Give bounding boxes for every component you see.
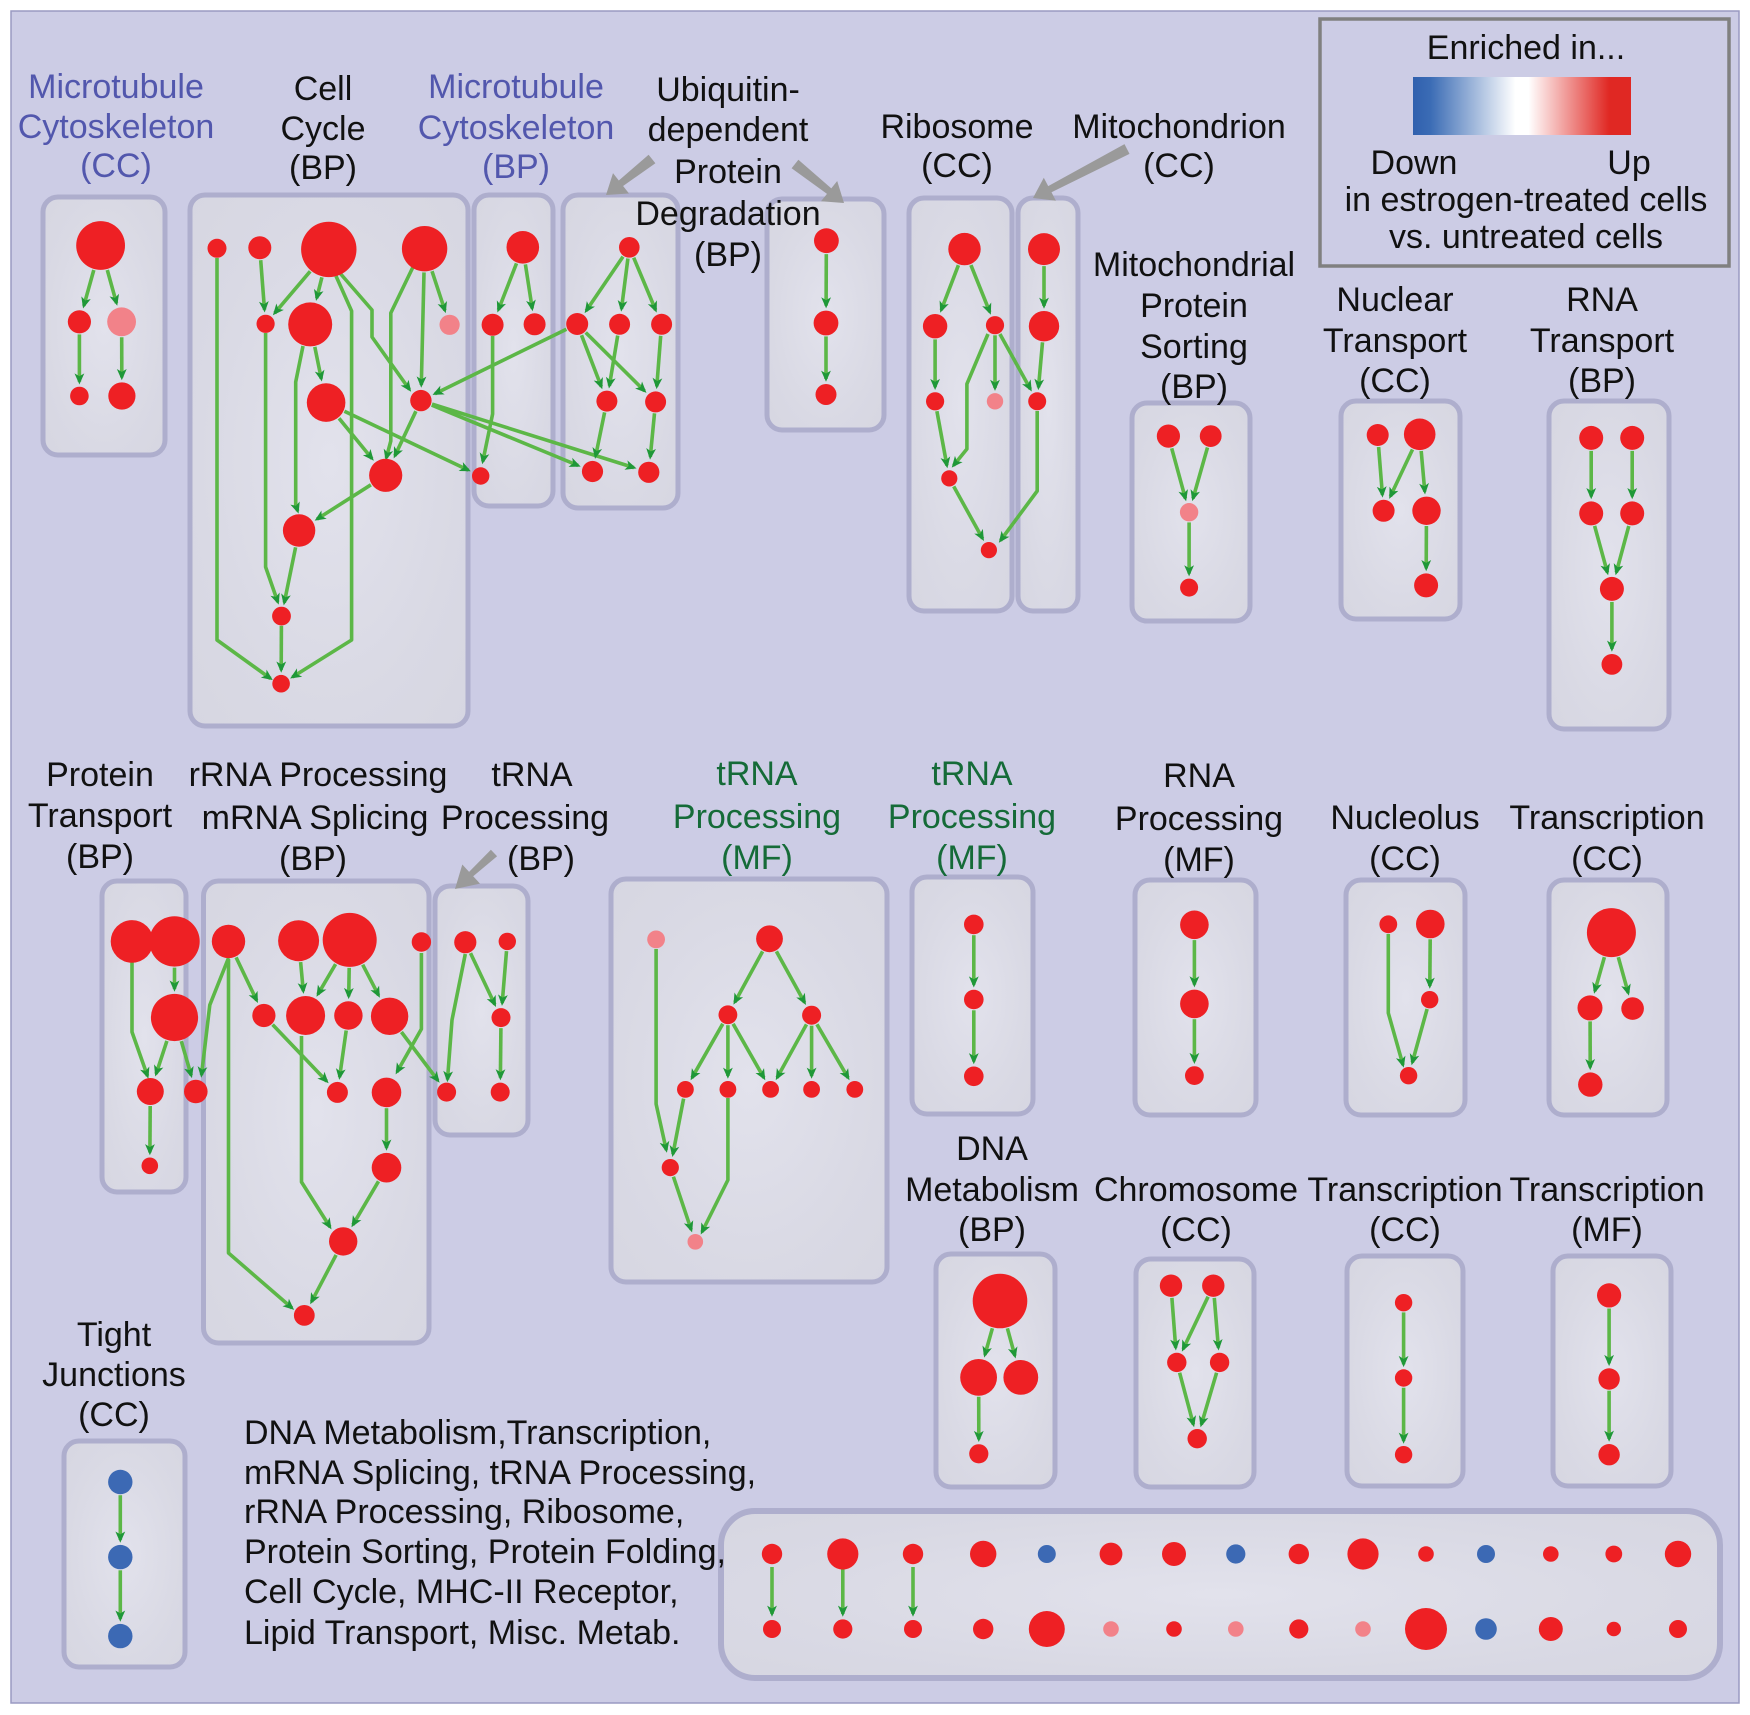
svg-text:Cytoskeleton: Cytoskeleton (18, 108, 215, 146)
svg-text:tRNA: tRNA (931, 755, 1013, 793)
svg-text:rRNA Processing, Ribosome,: rRNA Processing, Ribosome, (244, 1493, 684, 1531)
svg-text:(BP): (BP) (482, 148, 550, 186)
svg-text:Protein: Protein (674, 153, 782, 191)
svg-text:DNA: DNA (956, 1130, 1028, 1168)
svg-text:Mitochondrion: Mitochondrion (1072, 108, 1286, 146)
svg-text:Protein: Protein (46, 756, 154, 794)
svg-text:(MF): (MF) (1571, 1211, 1643, 1249)
svg-text:Processing: Processing (1115, 800, 1283, 838)
svg-text:(CC): (CC) (80, 147, 152, 185)
svg-text:tRNA: tRNA (491, 756, 573, 794)
svg-text:(CC): (CC) (1143, 147, 1215, 185)
svg-text:Ribosome: Ribosome (880, 108, 1033, 146)
svg-text:vs. untreated cells: vs. untreated cells (1389, 218, 1663, 256)
svg-text:Transport: Transport (1323, 322, 1468, 360)
svg-text:Cytoskeleton: Cytoskeleton (418, 109, 615, 147)
svg-text:(BP): (BP) (1160, 368, 1228, 406)
svg-text:Protein Sorting, Protein Foldi: Protein Sorting, Protein Folding, (244, 1533, 726, 1571)
svg-text:(CC): (CC) (1160, 1211, 1232, 1249)
svg-text:Transcription: Transcription (1307, 1171, 1502, 1209)
svg-text:(BP): (BP) (694, 236, 762, 274)
svg-text:Transcription: Transcription (1509, 1171, 1704, 1209)
svg-text:Cell Cycle, MHC-II Receptor,: Cell Cycle, MHC-II Receptor, (244, 1573, 679, 1611)
svg-text:DNA Metabolism,Transcription,: DNA Metabolism,Transcription, (244, 1414, 711, 1452)
svg-text:mRNA Splicing, tRNA Processing: mRNA Splicing, tRNA Processing, (244, 1454, 756, 1492)
svg-text:mRNA Splicing: mRNA Splicing (202, 799, 429, 837)
svg-text:(BP): (BP) (279, 840, 347, 878)
svg-text:Processing: Processing (441, 799, 609, 837)
svg-text:(BP): (BP) (289, 149, 357, 187)
svg-text:(BP): (BP) (1568, 362, 1636, 400)
svg-text:RNA: RNA (1566, 281, 1638, 319)
svg-text:in estrogen-treated cells: in estrogen-treated cells (1345, 181, 1708, 219)
svg-text:Microtubule: Microtubule (428, 68, 604, 106)
svg-text:Metabolism: Metabolism (905, 1171, 1079, 1209)
svg-text:(MF): (MF) (1163, 841, 1235, 879)
svg-text:(CC): (CC) (921, 147, 993, 185)
svg-text:(BP): (BP) (66, 838, 134, 876)
svg-text:(CC): (CC) (1369, 840, 1441, 878)
svg-text:dependent: dependent (648, 111, 809, 149)
svg-text:Cell: Cell (294, 70, 353, 108)
svg-text:(MF): (MF) (721, 839, 793, 877)
svg-text:Protein: Protein (1140, 287, 1248, 325)
svg-text:Cycle: Cycle (280, 110, 365, 148)
svg-text:(BP): (BP) (958, 1211, 1026, 1249)
svg-text:RNA: RNA (1163, 757, 1235, 795)
svg-text:(CC): (CC) (1369, 1211, 1441, 1249)
svg-text:(CC): (CC) (1571, 840, 1643, 878)
svg-text:Lipid Transport, Misc. Metab.: Lipid Transport, Misc. Metab. (244, 1614, 681, 1652)
svg-text:(MF): (MF) (936, 839, 1008, 877)
svg-text:Ubiquitin-: Ubiquitin- (656, 71, 800, 109)
svg-text:Enriched in...: Enriched in... (1427, 29, 1625, 67)
svg-text:(BP): (BP) (507, 840, 575, 878)
svg-text:Down: Down (1371, 144, 1458, 182)
svg-text:Sorting: Sorting (1140, 328, 1248, 366)
svg-text:Transport: Transport (28, 797, 173, 835)
svg-text:Chromosome: Chromosome (1094, 1171, 1298, 1209)
svg-text:Mitochondrial: Mitochondrial (1093, 246, 1295, 284)
svg-text:(CC): (CC) (1359, 362, 1431, 400)
svg-text:rRNA Processing: rRNA Processing (189, 756, 448, 794)
svg-text:(CC): (CC) (78, 1396, 150, 1434)
svg-text:Transport: Transport (1530, 322, 1675, 360)
svg-text:Degradation: Degradation (635, 195, 820, 233)
svg-text:Microtubule: Microtubule (28, 68, 204, 106)
svg-text:Tight: Tight (77, 1316, 152, 1354)
svg-text:Nuclear: Nuclear (1336, 281, 1453, 319)
svg-text:Processing: Processing (888, 798, 1056, 836)
svg-text:Nucleolus: Nucleolus (1330, 799, 1479, 837)
svg-text:Junctions: Junctions (42, 1356, 186, 1394)
svg-text:Up: Up (1607, 144, 1650, 182)
svg-text:Transcription: Transcription (1509, 799, 1704, 837)
svg-text:Processing: Processing (673, 798, 841, 836)
svg-text:tRNA: tRNA (716, 755, 798, 793)
